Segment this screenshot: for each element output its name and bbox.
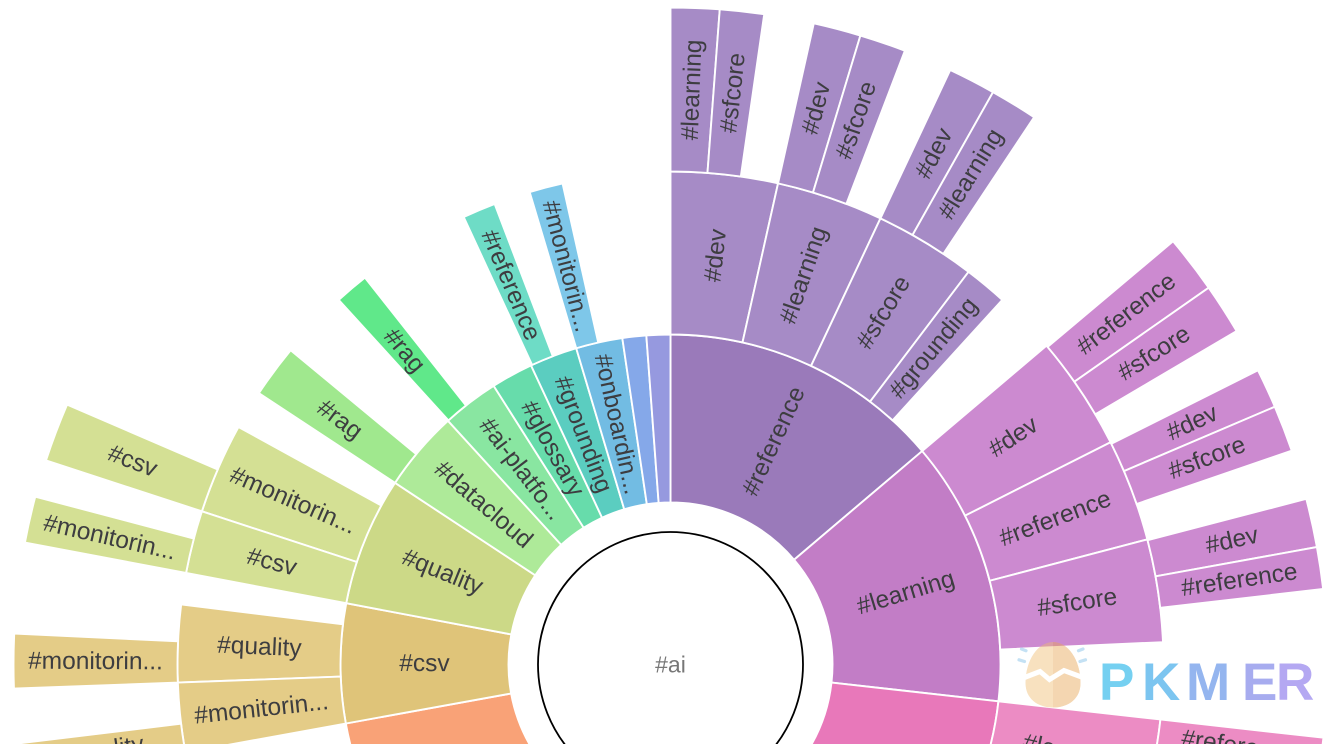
svg-text:#csv: #csv <box>399 650 450 677</box>
svg-text:#ai: #ai <box>655 652 686 678</box>
svg-text:P K M E R: P K M E R <box>1099 653 1314 712</box>
svg-text:#monitorin...: #monitorin... <box>28 648 163 676</box>
svg-text:#dev: #dev <box>699 227 732 284</box>
svg-text:#learning: #learning <box>677 39 708 141</box>
svg-text:#quality: #quality <box>217 632 303 663</box>
